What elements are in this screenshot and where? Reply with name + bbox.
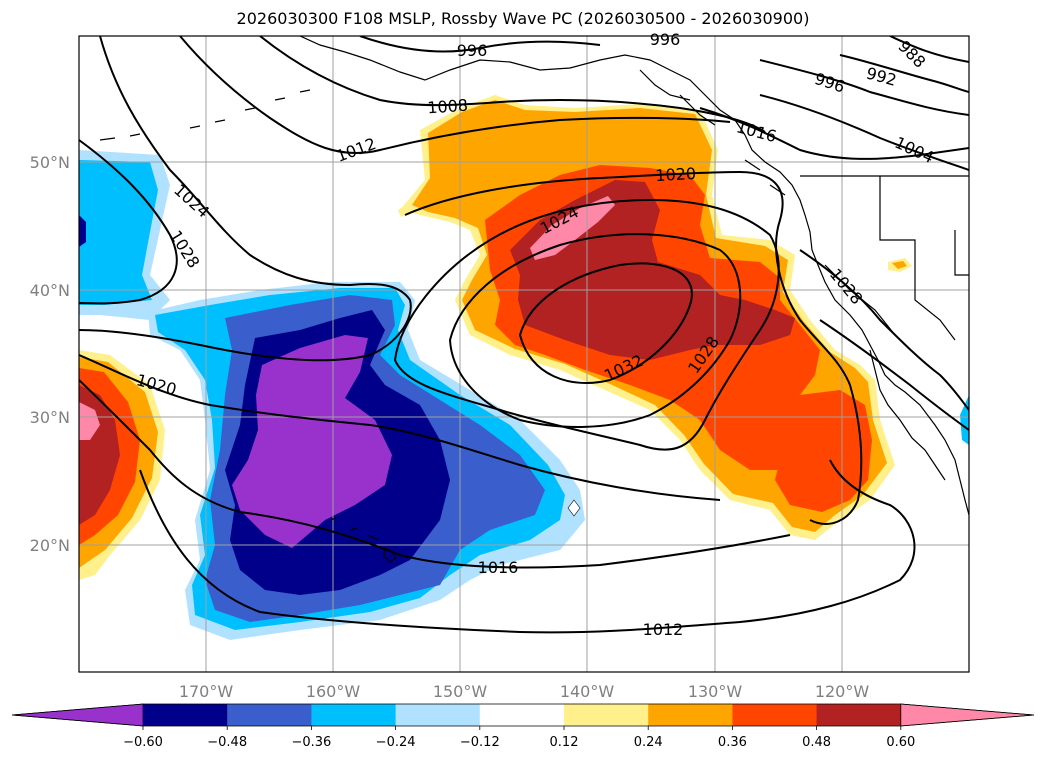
colorbar-extend-low — [11, 703, 144, 727]
longitude-labels: 170°W 160°W 150°W 140°W 130°W 120°W — [179, 682, 870, 701]
isobar-outer-west-1024 — [79, 36, 412, 362]
shade-purple-central — [232, 335, 392, 548]
colorbar-tick-label: 0.60 — [886, 735, 915, 750]
isobar-high-1028 — [448, 233, 742, 428]
shade-cyan-nw — [79, 160, 158, 305]
isobars — [79, 36, 969, 634]
colorbar-tick-label: 0.48 — [802, 735, 831, 750]
isobar-coast-1028 — [799, 249, 969, 411]
map-frame — [78, 35, 970, 673]
isobar-1012-north — [179, 36, 731, 155]
colorbar: −0.60 −0.48 −0.36 −0.24 −0.12 0.12 0.24 0.36 0.4… — [11, 703, 1035, 750]
isobar-label-996-north: 996 — [457, 41, 488, 60]
colorbar-segment-2 — [227, 704, 312, 726]
lon-label-170w: 170°W — [179, 682, 234, 701]
isobar-label-1020-high: 1020 — [655, 164, 697, 185]
coastlines — [99, 36, 969, 563]
lat-label-30n: 30°N — [30, 408, 70, 427]
colorbar-tick-label: −0.36 — [291, 735, 331, 750]
coastline-pacific-nw — [734, 119, 969, 516]
isobar-label-996-top: 996 — [650, 30, 681, 49]
colorbar-tick-label: −0.48 — [207, 735, 247, 750]
colorbar-segment-6 — [564, 704, 649, 726]
lon-label-140w: 140°W — [560, 682, 615, 701]
islands-hawaii — [329, 517, 397, 563]
colorbar-tick-label: −0.60 — [123, 735, 163, 750]
lat-label-50n: 50°N — [30, 153, 70, 172]
coastline-alaska — [299, 36, 736, 121]
isobar-1012-south — [139, 459, 916, 634]
colorbar-segment-7 — [648, 704, 733, 726]
shade-white-diamond — [567, 499, 581, 517]
isobar-east-1016 — [699, 107, 969, 160]
alaska-coastal-islands — [639, 69, 786, 196]
isobar-996-north — [359, 36, 601, 53]
isobar-east-1004 — [759, 94, 969, 171]
isobar-coast-extra — [819, 319, 969, 431]
shade-navy-nw — [79, 215, 86, 247]
latitude-labels: 50°N 40°N 30°N 20°N — [30, 153, 70, 555]
isobar-high-1020 — [404, 170, 863, 525]
lon-label-120w: 120°W — [815, 682, 870, 701]
coastline-baja — [869, 349, 946, 481]
lon-label-130w: 130°W — [688, 682, 743, 701]
isobar-east-988 — [889, 36, 969, 63]
isobar-label-1008-north: 1008 — [427, 96, 469, 118]
colorbar-segment-8 — [732, 704, 818, 726]
shade-orange-small — [892, 261, 907, 269]
isobar-east-992 — [839, 54, 969, 93]
isobar-high-1024 — [393, 198, 780, 451]
isobar-high-1032 — [518, 262, 693, 384]
shade-pink-w — [79, 402, 100, 440]
isobar-1016-southwest — [79, 379, 791, 569]
colorbar-tick-label: −0.24 — [376, 735, 416, 750]
isobar-1008-north — [259, 36, 766, 133]
lon-label-150w: 150°W — [433, 682, 488, 701]
colorbar-segment-9 — [816, 704, 902, 726]
isobar-east-996 — [759, 59, 969, 116]
shade-pink-ne — [530, 196, 615, 260]
colorbar-segment-5 — [479, 704, 565, 726]
gridlines — [79, 36, 969, 672]
colorbar-extend-high — [900, 703, 1035, 727]
isobar-1020-west — [79, 354, 721, 501]
colorbar-segment-3 — [311, 704, 397, 726]
colorbar-tick-label: −0.12 — [460, 735, 500, 750]
colorbar-segment-4 — [395, 704, 481, 726]
lat-label-20n: 20°N — [30, 536, 70, 555]
colorbar-segment-1 — [143, 704, 228, 726]
map-panel: 1024 1028 1020 1012 1008 996 996 992 988… — [78, 30, 970, 673]
colorbar-tick-label: 0.36 — [718, 735, 747, 750]
islands-aleutian — [99, 89, 311, 141]
colorbar-tick-label: 0.24 — [634, 735, 663, 750]
colorbar-tick-label: 0.12 — [550, 735, 579, 750]
isobar-outer-west-1028 — [79, 139, 178, 305]
lon-label-160w: 160°W — [306, 682, 361, 701]
isobar-label-1016-south: 1016 — [478, 558, 519, 577]
figure-title: 2026030300 F108 MSLP, Rossby Wave PC (20… — [237, 9, 810, 28]
isobar-label-1012-south: 1012 — [643, 620, 684, 639]
lat-label-40n: 40°N — [30, 281, 70, 300]
